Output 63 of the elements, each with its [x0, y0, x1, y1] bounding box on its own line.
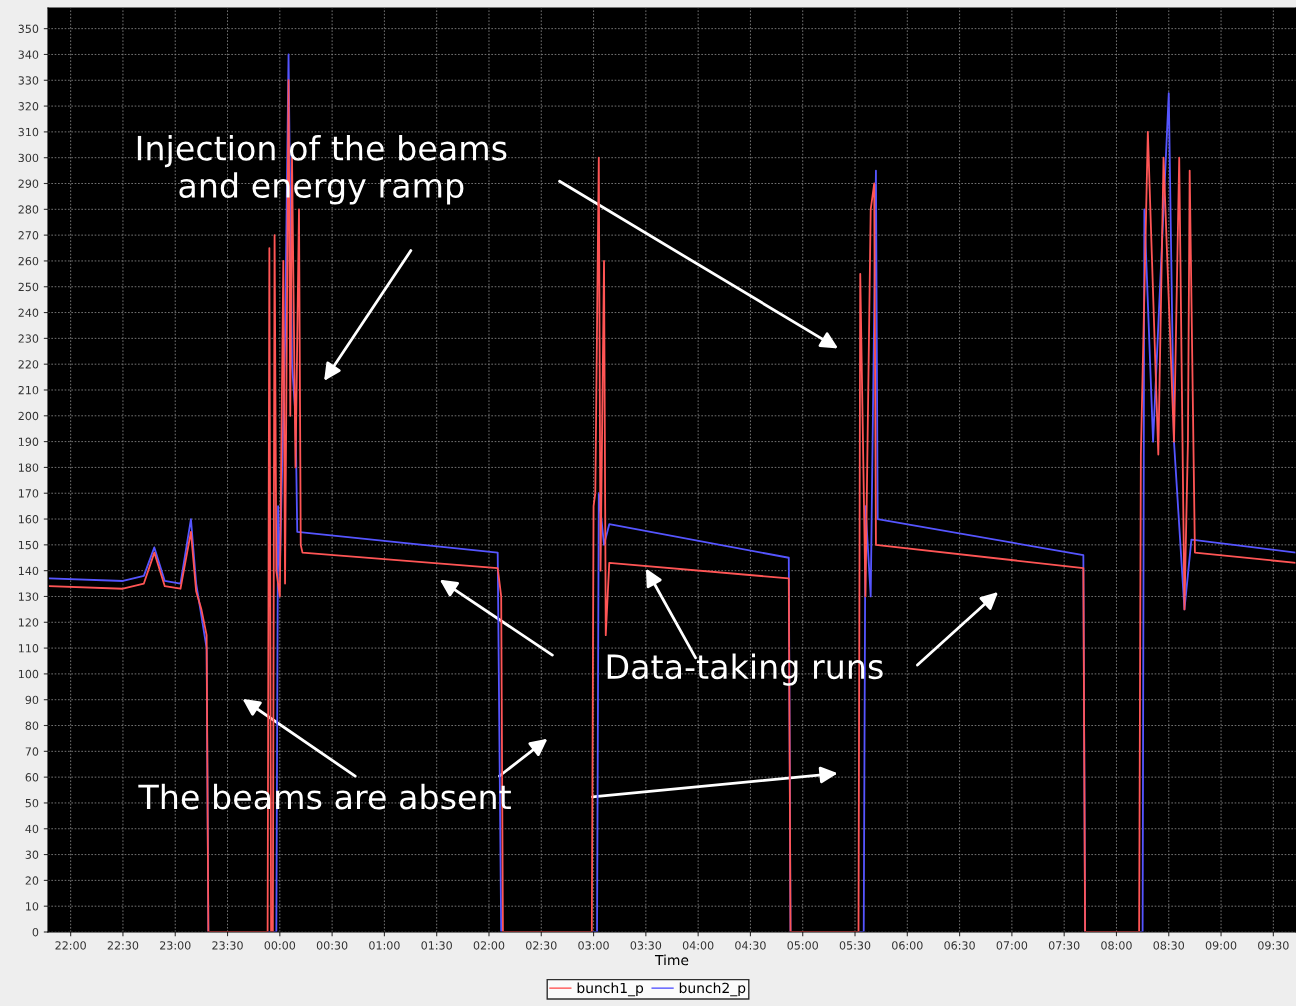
x-tick-label: 01:30	[421, 941, 452, 950]
y-tick-label: 30	[25, 850, 39, 859]
y-tick-label: 60	[25, 773, 39, 782]
y-tick-label: 330	[18, 76, 39, 85]
x-tick-label: 00:30	[316, 941, 348, 950]
x-tick-label: 09:30	[1258, 941, 1289, 950]
x-tick-label: 00:00	[264, 941, 296, 950]
y-tick-label: 320	[18, 102, 39, 111]
x-tick-label: 02:00	[473, 941, 505, 950]
x-tick-label: 01:00	[369, 941, 400, 950]
x-tick-label: 02:30	[526, 941, 557, 950]
x-tick-label: 23:00	[160, 941, 191, 950]
y-tick-label: 210	[18, 385, 39, 395]
x-tick-label: 22:30	[107, 941, 139, 950]
y-tick-label: 350	[18, 24, 39, 34]
y-tick-label: 230	[18, 334, 39, 343]
y-tick-label: 280	[18, 205, 39, 214]
x-tick-label: 06:00	[892, 941, 923, 950]
legend-label: bunch2_p	[679, 982, 746, 997]
y-tick-label: 110	[18, 644, 39, 653]
y-tick-label: 40	[25, 824, 39, 834]
x-tick-label: 05:30	[839, 941, 871, 950]
y-tick-label: 90	[25, 695, 39, 705]
x-tick-label: 22:00	[55, 941, 86, 950]
y-tick-label: 70	[25, 747, 39, 756]
y-tick-label: 100	[18, 669, 39, 679]
legend-label: bunch1_p	[577, 982, 644, 997]
y-tick-label: 180	[18, 463, 39, 472]
y-tick-label: 250	[18, 282, 39, 292]
y-tick-label: 80	[25, 721, 39, 730]
x-tick-label: 05:00	[787, 941, 818, 950]
y-tick-label: 240	[18, 308, 39, 317]
x-tick-label: 08:00	[1101, 941, 1132, 950]
y-tick-label: 290	[18, 179, 39, 188]
y-tick-label: 340	[18, 50, 39, 59]
y-tick-label: 160	[18, 515, 39, 524]
y-tick-label: 310	[18, 127, 39, 137]
x-tick-label: 06:30	[944, 941, 975, 950]
x-tick-label: 07:00	[996, 941, 1028, 950]
y-tick-label: 50	[25, 798, 39, 808]
x-axis-title: Time	[654, 954, 689, 966]
y-tick-label: 260	[18, 256, 39, 266]
x-tick-label: 04:00	[682, 941, 714, 950]
y-tick-label: 220	[18, 360, 39, 369]
y-tick-label: 300	[18, 153, 39, 163]
y-tick-label: 190	[18, 437, 39, 446]
x-tick-label: 07:30	[1048, 941, 1080, 950]
y-tick-label: 200	[18, 411, 39, 421]
y-tick-label: 20	[25, 876, 39, 885]
x-tick-label: 23:30	[212, 941, 243, 950]
x-tick-label: 09:00	[1205, 941, 1237, 950]
x-tick-label: 03:00	[578, 941, 609, 950]
y-tick-label: 140	[18, 566, 39, 576]
y-tick-label: 270	[18, 231, 39, 240]
y-tick-label: 150	[18, 540, 39, 550]
x-tick-label: 08:30	[1153, 941, 1185, 950]
y-tick-label: 10	[26, 902, 39, 911]
y-tick-label: 120	[18, 618, 39, 627]
y-tick-label: 130	[18, 592, 39, 601]
y-tick-label: 170	[18, 489, 39, 498]
x-tick-label: 03:30	[630, 941, 662, 950]
x-tick-label: 04:30	[735, 941, 766, 950]
y-tick-label: 0	[32, 927, 39, 937]
